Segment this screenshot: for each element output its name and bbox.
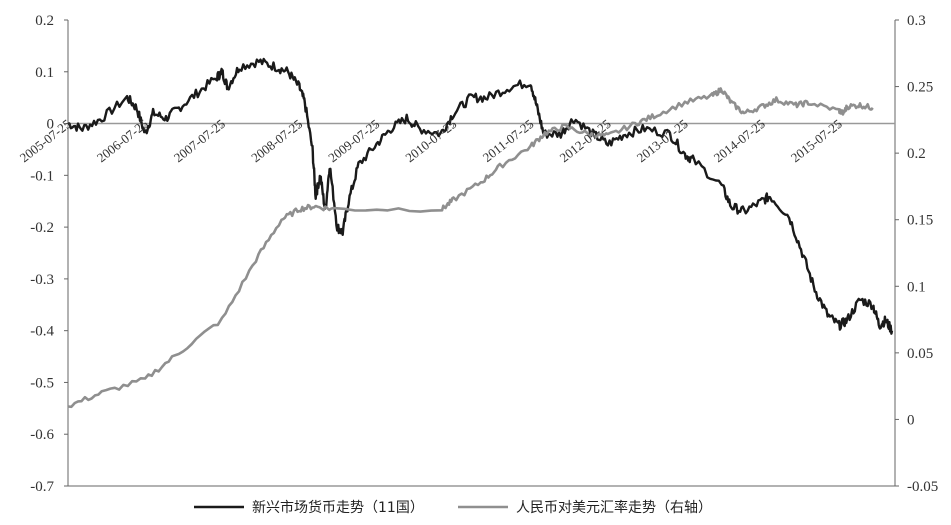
right-tick-label: 0.3 — [907, 13, 926, 29]
left-tick-label: -0.3 — [30, 272, 54, 288]
series-line-2 — [67, 87, 874, 409]
left-tick-label: -0.6 — [30, 427, 54, 443]
series-line-1 — [67, 57, 894, 335]
left-tick-label: -0.2 — [30, 220, 54, 236]
axes — [64, 19, 899, 487]
left-tick-label: 0.2 — [35, 13, 54, 29]
legend: 新兴市场货币走势（11国） 人民币对美元汇率走势（右轴） — [194, 499, 712, 516]
series-layer — [67, 57, 894, 409]
right-tick-label: -0.05 — [907, 479, 938, 495]
left-tick-label: 0 — [47, 117, 55, 133]
right-tick-label: 0.05 — [907, 346, 933, 362]
left-tick-label: -0.5 — [30, 375, 54, 391]
labels-layer: 0.2 0.1 0 -0.1 -0.2 -0.3 -0.4 -0.5 -0.6 -0.7 0.3 0.… — [17, 13, 938, 495]
right-tick-label: 0.25 — [907, 80, 933, 96]
right-tick-label: 0.2 — [907, 146, 926, 162]
left-tick-label: -0.7 — [30, 479, 54, 495]
left-tick-label: -0.1 — [30, 168, 54, 184]
legend-label-2: 人民币对美元汇率走势（右轴） — [516, 499, 712, 516]
x-tick-label: 2005-07-25 — [17, 116, 74, 165]
right-tick-label: 0 — [907, 412, 915, 428]
left-tick-label: -0.4 — [30, 324, 54, 340]
left-tick-label: 0.1 — [35, 65, 54, 81]
right-tick-label: 0.1 — [907, 279, 926, 295]
right-tick-label: 0.15 — [907, 213, 933, 229]
legend-label-1: 新兴市场货币走势（11国） — [252, 499, 424, 516]
